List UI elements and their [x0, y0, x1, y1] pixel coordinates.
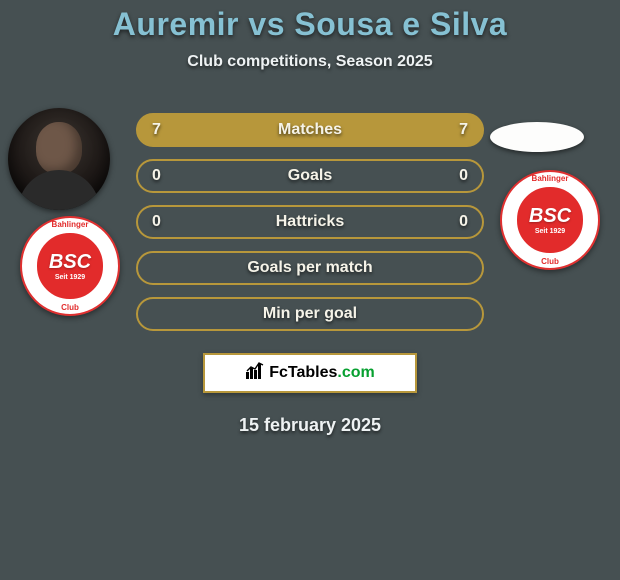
- stat-label: Goals: [288, 167, 332, 185]
- club-badge-right: Bahlinger BSC Seit 1929 Club: [500, 170, 600, 270]
- date-text: 15 february 2025: [239, 415, 381, 436]
- stat-row-min-per-goal: Min per goal: [136, 297, 484, 331]
- stat-row-goals: 0 Goals 0: [136, 159, 484, 193]
- club-year: Seit 1929: [55, 274, 85, 281]
- club-badge-text: BSC: [529, 206, 571, 226]
- stat-label: Hattricks: [276, 213, 344, 231]
- club-badge-text: BSC: [49, 252, 91, 272]
- stat-label: Goals per match: [247, 259, 372, 277]
- stat-label: Min per goal: [263, 305, 357, 323]
- brand-text: FcTables.com: [269, 364, 375, 382]
- stat-left-value: 0: [152, 213, 161, 231]
- club-arc-text: Bahlinger: [52, 220, 89, 229]
- stat-right-value: 7: [459, 121, 468, 139]
- stat-row-goals-per-match: Goals per match: [136, 251, 484, 285]
- brand-box: FcTables.com: [203, 353, 417, 393]
- stat-label: Matches: [278, 121, 342, 139]
- brand-suffix: .com: [337, 364, 374, 381]
- comparison-card: Auremir vs Sousa e Silva Club competitio…: [0, 0, 620, 580]
- club-badge-left: Bahlinger BSC Seit 1929 Club: [20, 216, 120, 316]
- club-arc-text: Club: [61, 303, 79, 312]
- player-left-avatar: [8, 108, 110, 210]
- player-right-avatar: [490, 122, 584, 152]
- club-arc-text: Club: [541, 257, 559, 266]
- page-subtitle: Club competitions, Season 2025: [187, 53, 432, 71]
- brand-name: FcTables: [269, 364, 337, 381]
- stat-left-value: 0: [152, 167, 161, 185]
- club-arc-text: Bahlinger: [532, 174, 569, 183]
- stat-left-value: 7: [152, 121, 161, 139]
- stat-row-hattricks: 0 Hattricks 0: [136, 205, 484, 239]
- stat-right-value: 0: [459, 167, 468, 185]
- bar-chart-icon: [245, 362, 265, 385]
- page-title: Auremir vs Sousa e Silva: [113, 6, 507, 43]
- club-year: Seit 1929: [535, 228, 565, 235]
- stats-list: 7 Matches 7 0 Goals 0 0 Hattricks 0 Goal…: [136, 113, 484, 331]
- stat-row-matches: 7 Matches 7: [136, 113, 484, 147]
- stat-right-value: 0: [459, 213, 468, 231]
